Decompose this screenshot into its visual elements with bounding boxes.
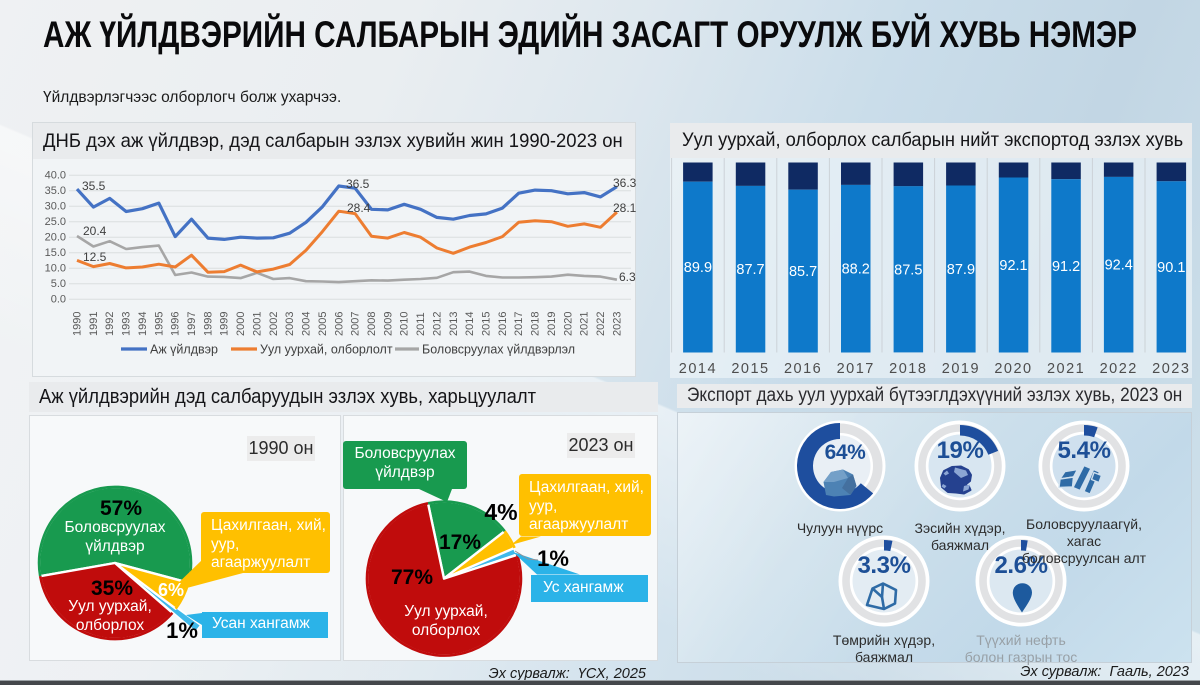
svg-text:1995: 1995 [153,312,165,336]
svg-text:0.0: 0.0 [51,294,66,306]
svg-text:2001: 2001 [252,312,264,336]
svg-text:35.5: 35.5 [82,179,106,193]
svg-text:2003: 2003 [284,312,296,336]
svg-text:2014: 2014 [679,361,717,377]
svg-text:28.4: 28.4 [347,201,371,215]
svg-text:2021: 2021 [579,312,591,336]
svg-text:2007: 2007 [350,312,362,336]
svg-text:1997: 1997 [186,312,198,336]
svg-text:90.1: 90.1 [1157,260,1185,276]
svg-text:2014: 2014 [464,312,476,336]
svg-text:1992: 1992 [104,312,116,336]
svg-text:2011: 2011 [415,312,427,336]
svg-text:10.0: 10.0 [45,263,66,275]
svg-text:2021: 2021 [1047,361,1085,377]
svg-text:2010: 2010 [399,312,411,336]
svg-text:1990: 1990 [72,312,84,336]
svg-text:2023: 2023 [611,312,623,336]
svg-text:1994: 1994 [137,312,149,336]
svg-text:87.7: 87.7 [736,262,764,278]
svg-text:2017: 2017 [837,361,875,377]
svg-text:2018: 2018 [889,361,927,377]
svg-text:28.1: 28.1 [613,201,637,215]
svg-text:Уул уурхай, олборлолт: Уул уурхай, олборлолт [260,343,393,357]
svg-text:91.2: 91.2 [1052,259,1080,275]
svg-text:2015: 2015 [481,312,493,336]
svg-text:2009: 2009 [382,312,394,336]
svg-text:1991: 1991 [88,312,100,336]
svg-text:2023: 2023 [1152,361,1190,377]
svg-text:87.5: 87.5 [894,262,922,278]
svg-text:6.3: 6.3 [619,270,636,284]
svg-text:25.0: 25.0 [45,216,66,228]
svg-text:89.9: 89.9 [684,260,712,276]
svg-text:2020: 2020 [994,361,1032,377]
svg-text:Аж үйлдвэр: Аж үйлдвэр [150,343,218,357]
svg-text:5.0: 5.0 [51,278,66,290]
svg-text:2013: 2013 [448,312,460,336]
svg-text:15.0: 15.0 [45,247,66,259]
svg-text:36.3: 36.3 [613,176,637,190]
svg-text:1999: 1999 [219,312,231,336]
svg-text:87.9: 87.9 [947,262,975,278]
svg-text:20.0: 20.0 [45,232,66,244]
svg-text:2022: 2022 [595,312,607,336]
svg-text:92.4: 92.4 [1105,258,1133,274]
svg-text:1996: 1996 [170,312,182,336]
svg-text:2022: 2022 [1100,361,1138,377]
svg-text:2017: 2017 [513,312,525,336]
svg-text:2015: 2015 [731,361,769,377]
svg-text:40.0: 40.0 [45,170,66,182]
svg-text:30.0: 30.0 [45,201,66,213]
svg-text:2000: 2000 [235,312,247,336]
svg-text:2008: 2008 [366,312,378,336]
svg-text:36.5: 36.5 [346,177,370,191]
svg-text:2016: 2016 [497,312,509,336]
svg-text:2020: 2020 [562,312,574,336]
svg-text:20.4: 20.4 [83,224,107,238]
svg-text:2005: 2005 [317,312,329,336]
svg-text:2012: 2012 [431,312,443,336]
svg-text:2006: 2006 [333,312,345,336]
svg-text:2019: 2019 [546,312,558,336]
svg-text:1998: 1998 [202,312,214,336]
svg-text:2016: 2016 [784,361,822,377]
svg-text:12.5: 12.5 [83,250,107,264]
svg-text:92.1: 92.1 [999,258,1027,274]
svg-text:2019: 2019 [942,361,980,377]
svg-text:2004: 2004 [301,312,313,336]
svg-text:Боловсруулах үйлдвэрлэл: Боловсруулах үйлдвэрлэл [422,343,575,357]
svg-text:1993: 1993 [121,312,133,336]
svg-text:2018: 2018 [530,312,542,336]
svg-text:88.2: 88.2 [842,262,870,278]
svg-text:85.7: 85.7 [789,264,817,280]
svg-text:2002: 2002 [268,312,280,336]
svg-text:35.0: 35.0 [45,185,66,197]
